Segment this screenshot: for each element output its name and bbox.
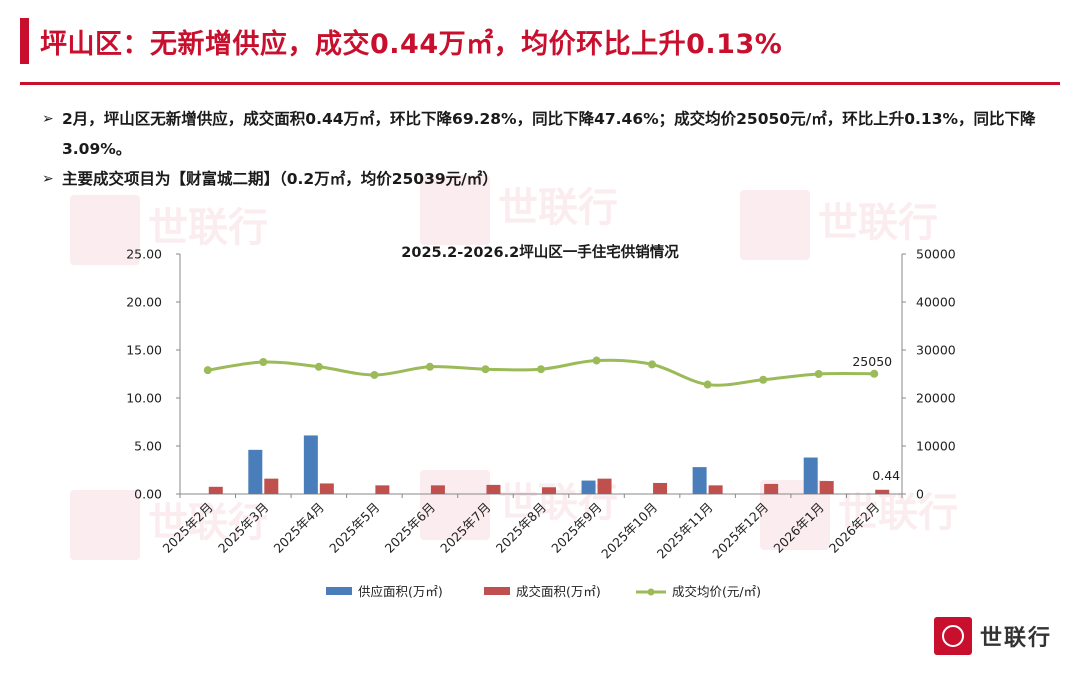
x-tick-label: 2026年2月: [826, 500, 882, 556]
watermark: 世联行: [70, 195, 268, 265]
left-tick-label: 20.00: [126, 295, 162, 310]
bar-deal: [708, 485, 723, 494]
point-price: [314, 362, 323, 371]
right-tick-label: 10000: [916, 439, 956, 454]
right-tick-label: 0: [916, 487, 924, 502]
x-tick-label: 2025年7月: [437, 500, 493, 556]
bar-deal: [819, 481, 834, 494]
left-tick-label: 25.00: [126, 247, 162, 262]
bullet-text: 主要成交项目为【财富城二期】（0.2万㎡，均价25039元/㎡）: [62, 170, 498, 188]
point-price: [759, 375, 768, 384]
arrow-bullet-icon: ➢: [42, 171, 54, 187]
bar-deal: [764, 483, 779, 494]
point-price: [592, 356, 601, 365]
legend-label: 成交均价(元/㎡): [672, 584, 761, 599]
x-tick-label: 2025年4月: [271, 500, 327, 556]
point-price: [425, 362, 434, 371]
bar-supply: [803, 457, 818, 494]
bar-deal: [208, 486, 223, 494]
point-price: [259, 358, 268, 366]
bar-deal: [875, 489, 890, 494]
legend-swatch: [647, 588, 655, 596]
watermark: 世联行: [70, 490, 268, 560]
legend-swatch: [484, 587, 510, 595]
x-tick-label: 2025年12月: [709, 500, 771, 562]
x-tick-label: 2025年10月: [598, 500, 660, 562]
x-tick-label: 2026年1月: [770, 500, 826, 556]
bar-supply: [692, 467, 707, 494]
x-tick-label: 2025年11月: [654, 500, 716, 562]
bar-deal: [375, 485, 390, 494]
bar-deal: [597, 478, 612, 494]
bar-deal: [319, 483, 334, 494]
left-tick-label: 10.00: [126, 391, 162, 406]
point-price: [203, 366, 212, 375]
bar-supply: [303, 435, 318, 494]
point-price: [648, 360, 657, 369]
x-tick-label: 2025年3月: [215, 500, 271, 556]
logo-icon: [933, 617, 972, 655]
deal-data-label: 0.44: [872, 468, 900, 483]
bar-deal: [430, 485, 445, 494]
company-logo: 世联行: [933, 617, 1052, 655]
chart-title: 2025.2-2026.2坪山区一手住宅供销情况: [401, 245, 679, 261]
bar-deal: [486, 484, 501, 494]
price-data-label: 25050: [852, 354, 892, 369]
bar-deal: [264, 478, 279, 494]
legend-label: 成交面积(万㎡): [516, 584, 601, 599]
bar-supply: [248, 449, 263, 494]
summary-bullets: ➢ 2月，坪山区无新增供应，成交面积0.44万㎡，环比下降69.28%，同比下降…: [42, 104, 1042, 194]
point-price: [703, 380, 712, 389]
x-tick-label: 2025年5月: [326, 500, 382, 556]
right-tick-label: 40000: [916, 295, 956, 310]
left-tick-label: 0.00: [134, 487, 162, 502]
watermark: 世联行: [420, 470, 618, 540]
x-tick-label: 2025年6月: [382, 500, 438, 556]
bullet-text: 2月，坪山区无新增供应，成交面积0.44万㎡，环比下降69.28%，同比下降47…: [62, 110, 1036, 158]
point-price: [481, 365, 490, 374]
right-tick-label: 20000: [916, 391, 956, 406]
watermark: 世联行: [420, 175, 618, 245]
legend-swatch: [326, 587, 352, 595]
point-price: [870, 369, 879, 378]
x-tick-label: 2025年9月: [548, 500, 604, 556]
x-tick-label: 2025年8月: [493, 500, 549, 556]
title-accent-bar: [20, 18, 29, 64]
point-price: [814, 370, 823, 378]
x-tick-label: 2025年2月: [159, 500, 215, 556]
logo-text: 世联行: [979, 626, 1052, 651]
bar-deal: [542, 487, 556, 494]
bullet-item: ➢ 2月，坪山区无新增供应，成交面积0.44万㎡，环比下降69.28%，同比下降…: [42, 104, 1042, 164]
point-price: [370, 370, 379, 379]
left-tick-label: 5.00: [134, 439, 162, 454]
page-title: 坪山区：无新增供应，成交0.44万㎡，均价环比上升0.13%: [40, 29, 783, 60]
right-tick-label: 50000: [916, 247, 956, 262]
watermark: 世联行: [740, 190, 938, 260]
arrow-bullet-icon: ➢: [42, 111, 54, 127]
left-tick-label: 15.00: [126, 343, 162, 358]
title-divider: [20, 82, 1060, 85]
bar-supply: [581, 480, 596, 494]
point-price: [537, 365, 545, 374]
bar-deal: [653, 482, 668, 494]
bullet-item: ➢ 主要成交项目为【财富城二期】（0.2万㎡，均价25039元/㎡）: [42, 164, 1042, 194]
legend-label: 供应面积(万㎡): [358, 584, 443, 599]
right-tick-label: 30000: [916, 343, 956, 358]
